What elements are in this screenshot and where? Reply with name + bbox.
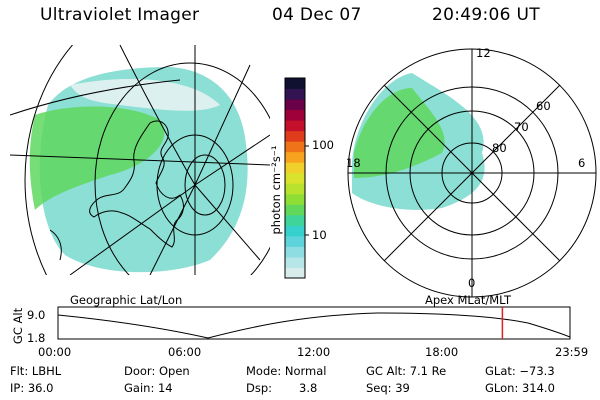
info-glon: GLon: 314.0: [485, 381, 555, 395]
altitude-curve: [57, 312, 571, 339]
info-flt: Flt: LBHL: [10, 364, 62, 378]
xtick-1200: 12:00: [297, 345, 331, 359]
colorbar-swatch: [285, 99, 305, 111]
ytick-1-8: 1.8: [27, 331, 46, 345]
colorbar-swatch: [285, 78, 305, 90]
lat-60: 60: [536, 99, 551, 113]
info-mode: Mode: Normal: [246, 364, 327, 378]
info-seq: Seq: 39: [366, 381, 410, 395]
colorbar-unit-label: photon cm⁻²s⁻¹: [269, 145, 283, 235]
colorbar-swatch: [285, 120, 305, 132]
mlt-0: 0: [468, 276, 476, 290]
date: 04 Dec 07: [272, 5, 362, 25]
apex-label: Apex MLat/MLT: [425, 293, 512, 307]
xtick-0000: 00:00: [38, 345, 72, 359]
geographic-map: [10, 45, 270, 275]
mlt-18: 18: [346, 156, 361, 170]
polar-plot: [347, 48, 597, 298]
timeline-axis-label: GC Alt: [11, 307, 25, 345]
xtick-0600: 06:00: [168, 345, 202, 359]
info-gain: Gain: 14: [124, 381, 173, 395]
colorbar-swatch: [285, 141, 305, 153]
info-dsp: Dsp:: [246, 381, 273, 395]
info-dsp-value: 3.8: [299, 381, 318, 395]
colorbar-swatch: [285, 235, 305, 247]
colorbar-swatch: [285, 267, 305, 279]
colorbar-swatch: [285, 130, 305, 142]
colorbar-swatch: [285, 193, 305, 205]
info-glat: GLat: −73.3: [485, 364, 555, 378]
info-ip: IP: 36.0: [10, 381, 54, 395]
lat-80: 80: [492, 141, 507, 155]
orbit-altitude-timeline: [57, 306, 571, 340]
colorbar-swatch: [285, 214, 305, 226]
colorbar-tick-100: 100: [312, 138, 334, 152]
colorbar-swatch: [285, 109, 305, 121]
coastline: [89, 120, 184, 248]
colorbar: [284, 77, 309, 279]
ytick-9: 9.0: [27, 308, 46, 322]
time: 20:49:06 UT: [432, 5, 540, 25]
colorbar-swatch: [285, 172, 305, 184]
colorbar-swatch: [285, 162, 305, 174]
xtick-1800: 18:00: [425, 345, 459, 359]
info-gc-alt: GC Alt: 7.1 Re: [366, 364, 447, 378]
colorbar-swatch: [285, 246, 305, 258]
polar-bright-region: [354, 88, 445, 178]
colorbar-swatch: [285, 88, 305, 100]
colorbar-tick-10: 10: [312, 228, 327, 242]
mlt-12: 12: [476, 46, 491, 60]
title: Ultraviolet Imager: [40, 5, 200, 25]
colorbar-swatch: [285, 225, 305, 237]
xtick-2359: 23:59: [555, 345, 589, 359]
colorbar-swatch: [285, 183, 305, 195]
info-door: Door: Open: [124, 364, 190, 378]
colorbar-swatch: [285, 151, 305, 163]
geographic-label: Geographic Lat/Lon: [70, 293, 183, 307]
mlt-6: 6: [578, 156, 586, 170]
lat-70: 70: [514, 120, 529, 134]
colorbar-swatch: [285, 256, 305, 268]
colorbar-swatch: [285, 204, 305, 216]
